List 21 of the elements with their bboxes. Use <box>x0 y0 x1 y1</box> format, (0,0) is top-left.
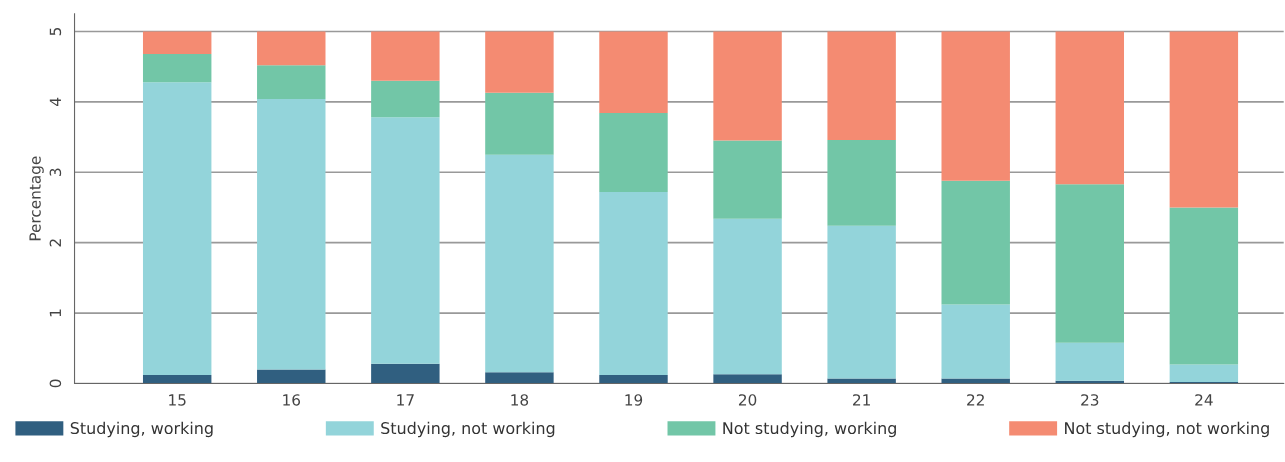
y-tick-label: 1 <box>49 309 61 317</box>
x-tick-label: 16 <box>283 394 301 406</box>
y-tick-label: 2 <box>49 239 61 247</box>
legend-label: Studying, not working <box>381 421 555 438</box>
x-tick-label: 24 <box>1195 394 1213 406</box>
y-tick-label: 5 <box>49 27 62 36</box>
x-tick-label: 22 <box>967 394 984 406</box>
x-tick-label: 18 <box>511 394 529 406</box>
x-tick-label: 23 <box>1081 394 1099 406</box>
x-tick-label: 21 <box>853 394 870 406</box>
x-tick-label: 19 <box>625 394 643 406</box>
x-tick-label: 20 <box>738 394 757 406</box>
legend-label: Not studying, working <box>723 421 896 438</box>
legend-label: Not studying, not working <box>1065 421 1269 438</box>
x-tick-label: 17 <box>397 394 414 406</box>
x-tick-label: 15 <box>169 394 186 406</box>
y-tick-label: 3 <box>49 168 62 176</box>
legend-label: Studying, working <box>70 421 213 438</box>
y-axis-title: Percentage <box>29 156 44 241</box>
y-tick-label: 4 <box>49 97 61 106</box>
y-tick-label: 0 <box>49 379 62 388</box>
